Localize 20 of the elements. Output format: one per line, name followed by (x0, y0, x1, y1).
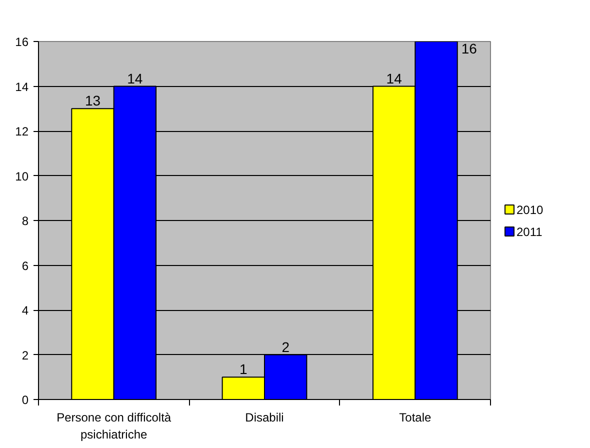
x-tick-label: Disabili (245, 410, 284, 424)
data-label: 16 (461, 40, 478, 56)
y-tick-label: 16 (15, 35, 29, 49)
y-tick-label: 0 (22, 393, 29, 407)
y-tick-label: 4 (22, 304, 29, 318)
x-tick-label: Totale (399, 410, 432, 424)
legend-label: 2011 (516, 225, 543, 239)
y-tick-label: 10 (15, 169, 29, 184)
y-tick-label: 14 (15, 80, 29, 94)
y-tick-label: 8 (22, 214, 29, 228)
data-label: 1 (240, 361, 248, 378)
data-label: 2 (282, 338, 290, 355)
y-tick-label: 12 (15, 124, 29, 138)
y-tick-label: 2 (22, 348, 29, 362)
y-tick-label: 6 (22, 258, 29, 273)
x-tick-label: Persone con difficoltà psichiatriche (56, 410, 172, 442)
legend-label: 2010 (516, 203, 544, 217)
data-label: 14 (386, 70, 402, 86)
data-label: 14 (127, 70, 143, 86)
data-label: 13 (84, 92, 101, 109)
